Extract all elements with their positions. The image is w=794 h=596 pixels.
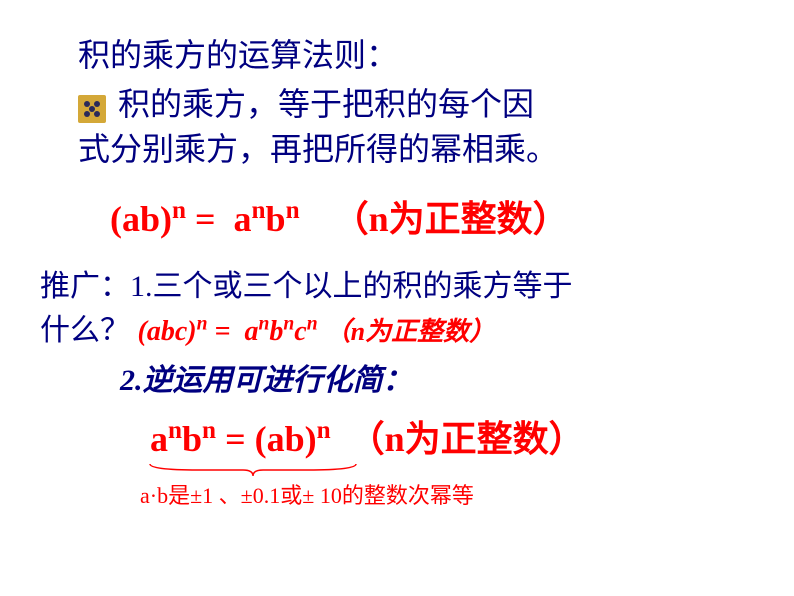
extension-section: 推广：1.三个或三个以上的积的乘方等于 什么？ (abc)n = anbncn …: [40, 266, 754, 402]
bullet-icon: [78, 90, 106, 118]
rule-line1: 积的乘方，等于把积的每个因: [118, 82, 534, 127]
formula-reverse: anbn = (ab)n （n为正整数）: [150, 410, 754, 462]
ext-item2-text: 逆运用可进行化简：: [143, 364, 413, 397]
rule-line2: 式分别乘方，再把所得的幂相乘。: [78, 127, 754, 172]
ext-item1-text-b: 什么？: [40, 314, 130, 347]
formula-main-condition: （n为正整数）: [333, 199, 569, 239]
ext-formula1: (abc)n = anbncn: [138, 316, 325, 347]
rule-text: 积的乘方，等于把积的每个因 式分别乘方，再把所得的幂相乘。: [78, 82, 754, 172]
title: 积的乘方的运算法则：: [78, 30, 754, 76]
formula-main: (ab)n = anbn （n为正整数）: [110, 190, 754, 242]
ext-item1-text-a: 三个或三个以上的积的乘方等于: [153, 270, 573, 303]
under-brace: [148, 462, 358, 478]
ext-item2-num: 2.: [120, 364, 143, 397]
extension-label: 推广：: [40, 270, 130, 303]
bottom-note: a·b是±1 、±0.1或± 10的整数次幂等: [140, 478, 754, 510]
ext-item1-num: 1.: [130, 270, 153, 303]
formula-reverse-condition: （n为正整数）: [349, 419, 585, 459]
ext-formula1-condition: （n为正整数）: [325, 317, 495, 346]
